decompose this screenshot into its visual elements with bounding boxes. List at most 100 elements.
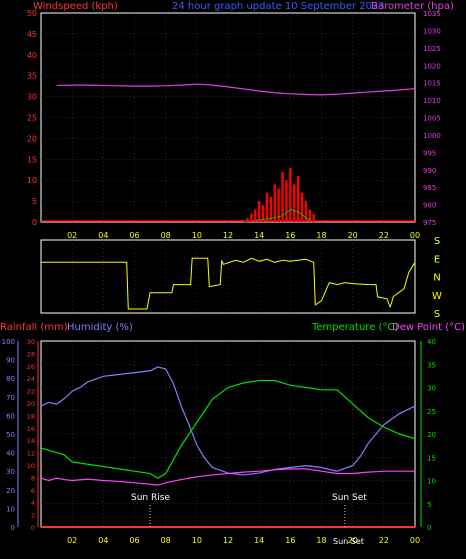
temperature-line	[40, 379, 416, 479]
humidity-tick-label: 30	[6, 468, 15, 476]
x-tick-label: 04	[98, 231, 108, 240]
x-tick-label: 20	[348, 536, 358, 545]
rainfall-tick-label: 6	[31, 487, 35, 495]
direction-tick-label: E	[434, 254, 440, 265]
wind-gust-bar	[277, 188, 280, 222]
temperature-tick-label: 35	[427, 361, 436, 369]
rainfall-tick-label: 26	[27, 363, 35, 371]
temperature-tick-label: 30	[427, 385, 436, 393]
wind-gust-bar	[269, 196, 273, 222]
temperature-humidity-chart: 0510152025303540010203040506070809010002…	[2, 338, 436, 545]
wind-gust-bar	[308, 209, 312, 222]
wind-tick-label: 35	[27, 72, 37, 81]
x-tick-label: 10	[192, 536, 202, 545]
x-tick-label: 04	[98, 536, 108, 545]
rainfall-tick-label: 16	[27, 425, 35, 433]
wind-average-line	[243, 208, 314, 223]
barometer-tick-label: 1025	[423, 45, 441, 53]
sunrise-label: Sun Rise	[131, 493, 170, 503]
x-tick-label: 08	[161, 231, 171, 240]
x-tick-label: 16	[285, 231, 295, 240]
wind-gust-bar	[300, 192, 304, 222]
x-tick-label: 18	[316, 231, 326, 240]
windspeed-axis-title: Windspeed (kph)	[33, 1, 118, 12]
x-tick-label: 20	[348, 231, 358, 240]
humidity-tick-label: 10	[6, 505, 15, 513]
barometer-tick-label: 1015	[423, 80, 441, 88]
rainfall-tick-label: 14	[27, 437, 35, 445]
temperature-tick-label: 40	[427, 338, 436, 346]
wind-gust-bar	[273, 184, 276, 222]
barometer-tick-label: 1035	[423, 10, 441, 18]
x-tick-label: 12	[223, 536, 233, 545]
barometer-tick-label: 1005	[423, 115, 441, 123]
humidity-tick-label: 70	[6, 394, 15, 402]
barometer-tick-label: 1020	[423, 62, 441, 70]
temperature-tick-label: 10	[427, 478, 436, 486]
chart-title: 24 hour graph update 10 September 2023	[172, 1, 385, 12]
humidity-tick-label: 90	[6, 357, 15, 365]
barometer-tick-label: 1010	[423, 97, 441, 105]
wind-gust-bar	[246, 217, 249, 222]
rainfall-tick-label: 20	[27, 400, 35, 408]
humidity-tick-label: 60	[6, 412, 15, 420]
wind-gust-bar	[261, 205, 265, 222]
sunset-bottom-label: Sun Set	[333, 537, 364, 546]
barometer-tick-label: 1000	[423, 132, 441, 140]
humidity-tick-label: 40	[6, 450, 15, 458]
x-tick-label: 14	[254, 536, 264, 545]
barometer-tick-label: 980	[423, 202, 436, 210]
temperature-tick-label: 25	[427, 408, 436, 416]
x-tick-label: 06	[129, 536, 139, 545]
rainfall-axis-title: Rainfall (mm)	[0, 322, 68, 333]
rainfall-tick-label: 2	[31, 512, 35, 520]
x-tick-label: 06	[129, 231, 139, 240]
rainfall-tick-label: 8	[31, 474, 35, 482]
x-tick-label: 22	[379, 231, 389, 240]
barometer-tick-label: 975	[423, 219, 436, 227]
dewpoint-axis-title: Dew Point (°C)	[392, 322, 465, 333]
temperature-tick-label: 5	[427, 501, 431, 509]
rainfall-tick-label: 10	[27, 462, 35, 470]
barometer-tick-label: 1030	[423, 27, 441, 35]
wind-gust-bar	[285, 180, 288, 222]
wind-barometer-chart: 0510152025303540455097598098599099510001…	[27, 9, 441, 240]
x-tick-label: 02	[67, 536, 77, 545]
rainfall-tick-label: 28	[27, 350, 35, 358]
humidity-line	[40, 366, 416, 476]
rainfall-tick-label: 0	[31, 524, 35, 532]
humidity-tick-label: 0	[11, 524, 15, 532]
x-tick-label: 02	[67, 231, 77, 240]
wind-tick-label: 0	[32, 218, 37, 227]
rainfall-tick-label: 18	[27, 412, 35, 420]
rainfall-tick-label: 24	[27, 375, 35, 383]
temperature-tick-label: 20	[427, 431, 436, 439]
x-tick-label: 00	[410, 231, 420, 240]
temperature-tick-label: 0	[427, 524, 431, 532]
wind-gust-bar	[289, 167, 292, 222]
wind-gust-bar	[296, 176, 300, 222]
sunset-label: Sun Set	[332, 493, 367, 503]
humidity-tick-label: 50	[6, 431, 15, 439]
rainfall-tick-label: 12	[27, 450, 35, 458]
wind-tick-label: 5	[32, 197, 37, 206]
x-tick-label: 00	[410, 536, 420, 545]
x-tick-label: 12	[223, 231, 233, 240]
wind-tick-label: 45	[27, 30, 37, 39]
wind-tick-label: 15	[27, 155, 37, 164]
barometer-tick-label: 990	[423, 167, 436, 175]
direction-tick-label: S	[434, 309, 440, 320]
rainfall-tick-label: 22	[27, 388, 35, 396]
barometer-tick-label: 985	[423, 184, 436, 192]
direction-tick-label: S	[434, 236, 440, 247]
humidity-tick-label: 80	[6, 375, 15, 383]
rainfall-tick-label: 4	[31, 499, 35, 507]
x-tick-label: 16	[285, 536, 295, 545]
wind-gust-bar	[312, 213, 315, 222]
direction-tick-label: N	[433, 273, 440, 284]
temperature-tick-label: 15	[427, 454, 436, 462]
direction-tick-label: W	[432, 291, 442, 302]
